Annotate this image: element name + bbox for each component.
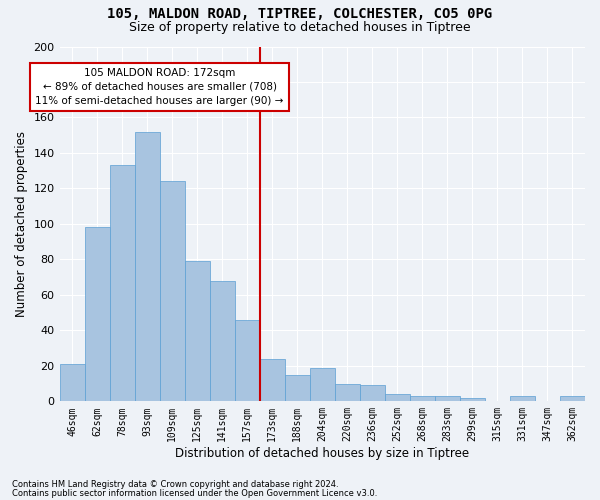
- Bar: [235, 320, 260, 402]
- Bar: [285, 374, 310, 402]
- X-axis label: Distribution of detached houses by size in Tiptree: Distribution of detached houses by size …: [175, 447, 469, 460]
- Bar: [209, 280, 235, 402]
- Bar: [560, 396, 585, 402]
- Text: Size of property relative to detached houses in Tiptree: Size of property relative to detached ho…: [129, 21, 471, 34]
- Bar: [85, 228, 110, 402]
- Bar: [385, 394, 410, 402]
- Bar: [360, 386, 385, 402]
- Bar: [310, 368, 335, 402]
- Bar: [160, 182, 185, 402]
- Text: 105 MALDON ROAD: 172sqm
← 89% of detached houses are smaller (708)
11% of semi-d: 105 MALDON ROAD: 172sqm ← 89% of detache…: [35, 68, 284, 106]
- Bar: [510, 396, 535, 402]
- Text: Contains HM Land Registry data © Crown copyright and database right 2024.: Contains HM Land Registry data © Crown c…: [12, 480, 338, 489]
- Bar: [59, 364, 85, 402]
- Bar: [410, 396, 435, 402]
- Bar: [185, 261, 209, 402]
- Bar: [435, 396, 460, 402]
- Bar: [110, 166, 134, 402]
- Bar: [335, 384, 360, 402]
- Text: 105, MALDON ROAD, TIPTREE, COLCHESTER, CO5 0PG: 105, MALDON ROAD, TIPTREE, COLCHESTER, C…: [107, 8, 493, 22]
- Bar: [260, 359, 285, 402]
- Bar: [460, 398, 485, 402]
- Text: Contains public sector information licensed under the Open Government Licence v3: Contains public sector information licen…: [12, 488, 377, 498]
- Y-axis label: Number of detached properties: Number of detached properties: [15, 131, 28, 317]
- Bar: [134, 132, 160, 402]
